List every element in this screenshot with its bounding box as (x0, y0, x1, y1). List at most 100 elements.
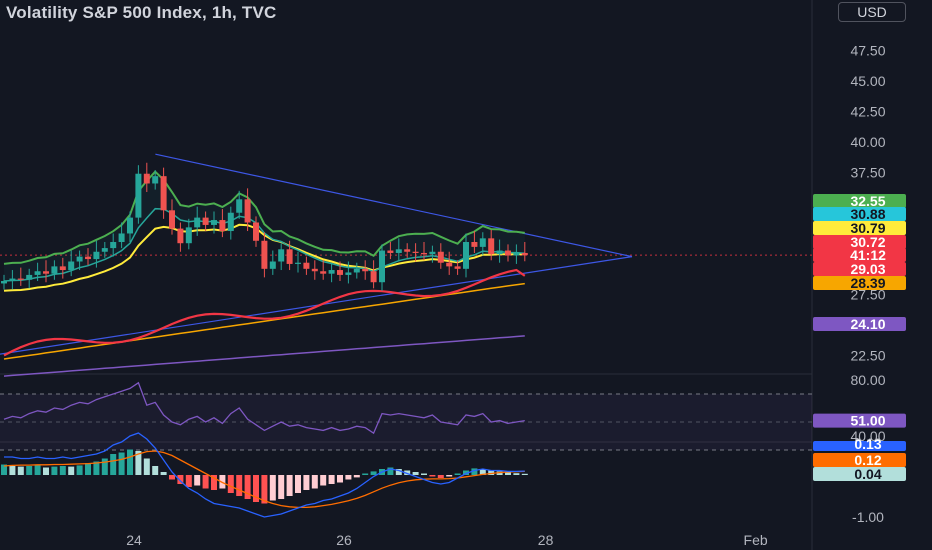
candle-body (160, 176, 167, 211)
candle-body (379, 250, 385, 283)
macd-histogram-bar (429, 475, 436, 477)
price-tick-label: 40.00 (850, 134, 885, 150)
candle-body (370, 271, 377, 283)
macd-histogram-bar (43, 467, 49, 475)
candle-body (110, 241, 117, 249)
macd-histogram-bar (328, 475, 335, 484)
candle-body (278, 249, 285, 262)
macd-histogram-bar (269, 475, 276, 501)
time-tick-label: 28 (538, 532, 554, 548)
candle-body (286, 249, 293, 264)
macd-histogram-bar (286, 475, 293, 496)
rsi-tick-label: 80.00 (850, 372, 885, 388)
candle-body (513, 252, 520, 256)
price-badge (813, 317, 906, 331)
price-badge (813, 235, 906, 249)
candle-body (412, 251, 419, 253)
macd-histogram-bar (152, 466, 159, 475)
time-tick-label: 24 (126, 532, 142, 548)
macd-histogram-bar (446, 475, 453, 477)
macd-histogram-bar (219, 475, 226, 489)
macd-histogram-bar (353, 475, 360, 478)
macd-histogram-bar (370, 471, 377, 475)
candle-body (177, 228, 184, 244)
candle-body (219, 220, 226, 232)
macd-histogram-bar (227, 475, 234, 493)
triangle-lower-line (0, 256, 633, 355)
macd-histogram-bar (303, 475, 310, 490)
candle-body (185, 227, 192, 244)
macd-histogram-bar (437, 475, 444, 478)
macd-histogram-bar (454, 473, 461, 475)
candle-body (303, 262, 310, 269)
candle-body (505, 250, 511, 256)
candle-body (295, 262, 301, 264)
candle-body (345, 272, 352, 275)
candle-body (454, 266, 461, 269)
price-badge (813, 262, 906, 276)
candle-body (353, 268, 360, 273)
macd-histogram-bar (505, 472, 511, 475)
macd-histogram-bar (521, 473, 528, 475)
candle-body (152, 176, 159, 184)
candle-body (269, 261, 276, 269)
macd-line-badge (813, 441, 906, 451)
macd-histogram-bar (412, 472, 419, 475)
candle-body (479, 238, 486, 247)
candle-body (261, 240, 268, 269)
candle-body (169, 210, 175, 229)
candle-body (521, 252, 528, 256)
price-badge (813, 248, 906, 262)
rsi-line (3, 381, 525, 435)
macd-histogram-bar (26, 466, 33, 475)
macd-histogram-bar (118, 452, 125, 475)
price-badge (813, 207, 906, 221)
macd-histogram-bar (93, 461, 100, 475)
candle-body (311, 268, 318, 272)
macd-histogram-bar (479, 469, 486, 475)
rsi-band (0, 394, 812, 450)
candle-body (51, 266, 58, 274)
time-tick-label: Feb (744, 532, 768, 548)
candle-body (429, 251, 436, 255)
candle-body (34, 271, 41, 275)
currency-selector[interactable]: USD (838, 2, 906, 22)
candle-body (236, 199, 243, 213)
macd-histogram-bar (320, 475, 327, 486)
ma-green-line (3, 170, 525, 265)
price-badge (813, 276, 906, 290)
time-tick-label: 26 (336, 532, 352, 548)
macd-histogram-bar (9, 466, 16, 475)
price-tick-label: 37.50 (850, 165, 885, 181)
candle-body (143, 173, 150, 184)
candle-body (85, 256, 91, 260)
price-badge-label: 30.79 (850, 220, 885, 236)
candle-body (446, 262, 453, 267)
candle-body (26, 274, 33, 280)
macd-histogram-bar (488, 470, 495, 475)
macd-histogram-bar (513, 473, 520, 475)
rsi-badge (813, 413, 906, 428)
candle-body (17, 278, 24, 280)
macd-histogram-bar (345, 475, 352, 480)
macd-histogram-bar (160, 472, 167, 475)
price-badge-label: 28.39 (850, 275, 885, 291)
candle-body (320, 271, 327, 274)
macd-histogram-bar (177, 475, 184, 484)
candle-body (202, 217, 209, 225)
macd-histogram-bar (127, 449, 133, 475)
price-badge-label: 29.03 (850, 261, 885, 277)
macd-histogram-bar (295, 475, 301, 493)
macd-badge-label: 0.12 (854, 452, 881, 468)
candle-body (404, 249, 411, 252)
macd-badge-label: 0.04 (854, 466, 881, 482)
macd-histogram-bar (337, 475, 343, 483)
price-tick-label: 27.50 (850, 286, 885, 302)
macd-histogram-bar (387, 467, 394, 475)
candle-body (421, 252, 427, 255)
candle-body (395, 249, 402, 253)
macd-signal-line (3, 450, 525, 509)
macd-badge (813, 467, 906, 481)
candle-body (437, 251, 444, 263)
